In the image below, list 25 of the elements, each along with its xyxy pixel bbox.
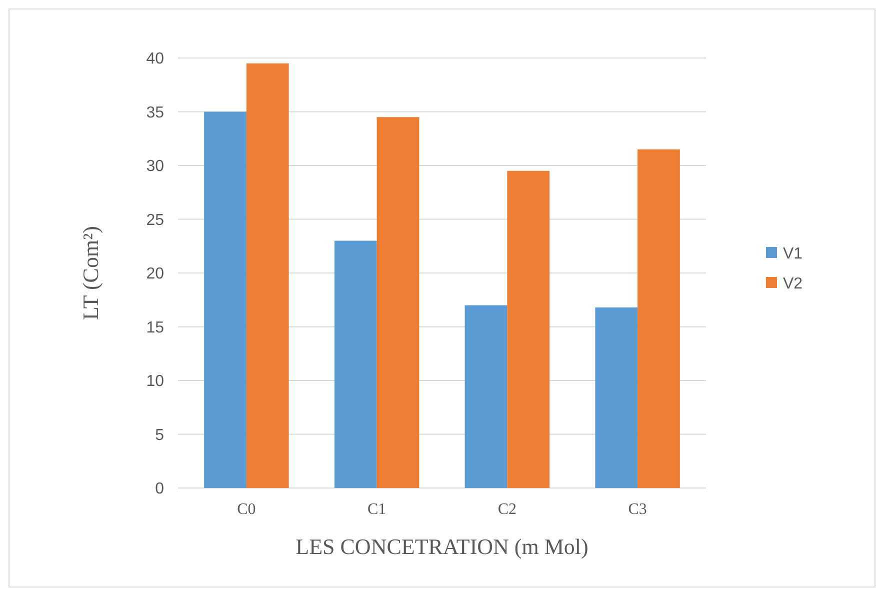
x-tick-label: C1	[367, 501, 386, 518]
x-tick-label: C3	[628, 501, 647, 518]
bar	[376, 117, 420, 488]
bar	[464, 305, 508, 488]
y-tick-label: 30	[146, 158, 164, 176]
y-tick-label: 25	[146, 212, 164, 229]
bar	[638, 149, 680, 488]
x-tick-label: C0	[237, 501, 256, 518]
bar	[507, 170, 550, 488]
y-tick-label: 15	[146, 319, 164, 336]
x-axis-title: LES CONCETRATION (m Mol)	[296, 534, 588, 559]
y-tick-label: 0	[155, 480, 164, 498]
y-tick-label: 10	[146, 373, 164, 390]
y-tick-label: 5	[155, 426, 164, 444]
bar	[334, 240, 377, 488]
y-tick-label: 35	[146, 104, 164, 122]
bar	[204, 112, 246, 488]
bar	[246, 63, 289, 488]
legend-label: V1	[783, 246, 803, 263]
y-tick-label: 20	[146, 266, 164, 283]
bar	[595, 307, 638, 488]
x-tick-label: C2	[498, 501, 517, 518]
y-tick-label: 40	[146, 50, 164, 68]
y-axis-title: LT (Com²)	[78, 226, 103, 320]
legend-label: V2	[783, 276, 803, 293]
